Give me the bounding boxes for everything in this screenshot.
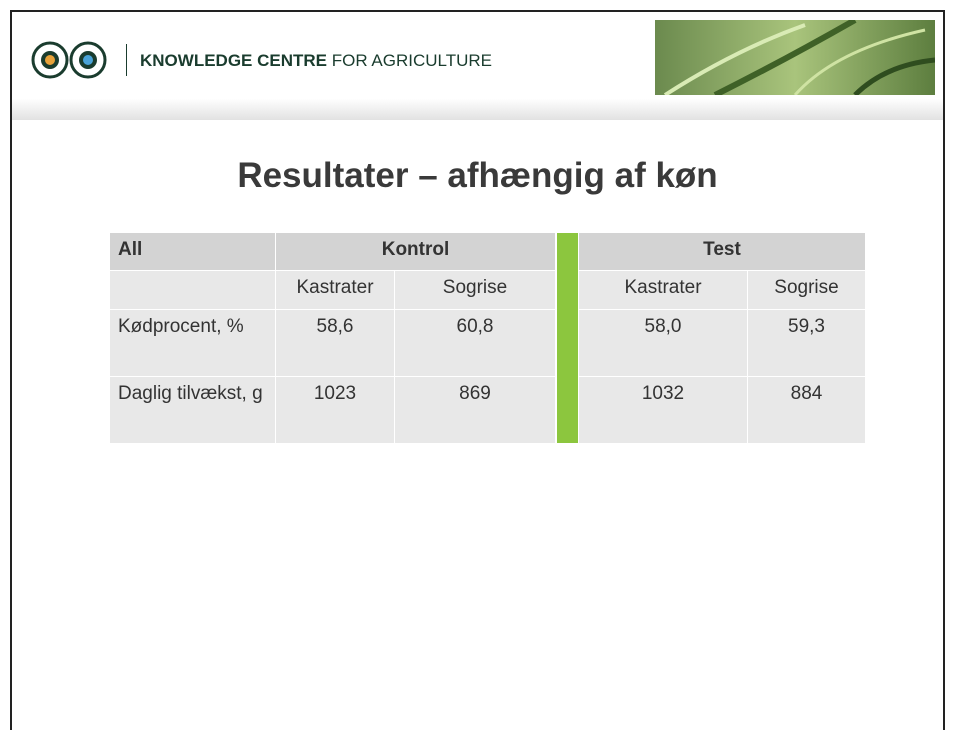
- table-cell: 59,3: [748, 310, 865, 376]
- table-subheader-cell: Sogrise: [748, 271, 865, 309]
- row-label: Daglig tilvækst, g: [110, 377, 275, 443]
- brand-rest: FOR AGRICULTURE: [332, 51, 492, 70]
- header-photo: [655, 20, 935, 95]
- logo: [30, 40, 122, 80]
- table-header-cell: Test: [579, 233, 865, 270]
- table-cell: 869: [395, 377, 555, 443]
- slide: KNOWLEDGE CENTRE FOR AGRICULTURE Resulta…: [0, 0, 955, 720]
- green-divider: [557, 233, 578, 443]
- table-cell: 58,6: [276, 310, 394, 376]
- table-cell: 884: [748, 377, 865, 443]
- brand-bold: KNOWLEDGE CENTRE: [140, 51, 327, 70]
- table-cell: [110, 271, 275, 309]
- row-label: Kødprocent, %: [110, 310, 275, 376]
- table-cell: 1032: [579, 377, 747, 443]
- table-header-cell: Kontrol: [276, 233, 555, 270]
- table-cell: 1023: [276, 377, 394, 443]
- table-cell: 58,0: [579, 310, 747, 376]
- table-subheader-cell: Sogrise: [395, 271, 555, 309]
- table-subheader-cell: Kastrater: [276, 271, 394, 309]
- table-subheader-cell: Kastrater: [579, 271, 747, 309]
- brand-name: KNOWLEDGE CENTRE FOR AGRICULTURE: [140, 51, 492, 71]
- table-header-cell: All: [110, 233, 275, 270]
- logo-separator: [126, 44, 127, 76]
- slide-title: Resultater – afhængig af køn: [0, 156, 955, 196]
- table-cell: 60,8: [395, 310, 555, 376]
